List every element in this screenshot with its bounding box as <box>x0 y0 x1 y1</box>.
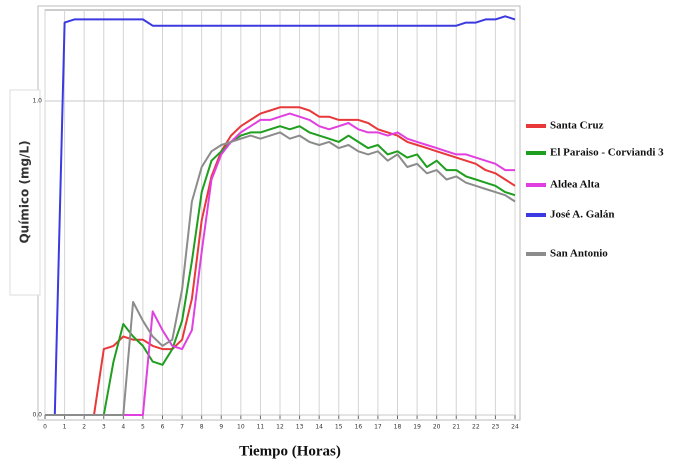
x-tick-label: 23 <box>492 424 500 431</box>
y-tick-label: 1.0 <box>32 98 42 105</box>
y-axis-label: Químico (mg/L) <box>18 140 32 243</box>
x-tick-label: 13 <box>296 424 304 431</box>
x-tick-label: 7 <box>180 424 184 431</box>
x-tick-label: 18 <box>394 424 402 431</box>
x-axis-label: Tiempo (Horas) <box>239 443 341 459</box>
x-tick-label: 21 <box>452 424 460 431</box>
x-tick-label: 1 <box>63 424 67 431</box>
x-tick-label: 9 <box>219 424 223 431</box>
x-tick-label: 6 <box>161 424 165 431</box>
x-tick-label: 0 <box>43 424 47 431</box>
x-tick-label: 11 <box>257 424 265 431</box>
series-line <box>45 131 516 416</box>
x-tick-label: 24 <box>511 424 519 431</box>
ylabel-box <box>9 89 41 296</box>
series-line <box>45 125 516 416</box>
legend-label: Santa Cruz <box>550 120 604 132</box>
series-line <box>45 15 516 416</box>
x-tick-label: 22 <box>472 424 480 431</box>
x-tick-label: 19 <box>413 424 421 431</box>
y-tick-label: 0.0 <box>32 412 42 419</box>
x-tick-label: 4 <box>121 424 125 431</box>
x-tick-label: 10 <box>237 424 245 431</box>
x-tick-label: 15 <box>335 424 343 431</box>
x-tick-label: 3 <box>102 424 106 431</box>
legend-label: El Paraiso - Corviandi 3 <box>550 147 664 159</box>
legend-label: Aldea Alta <box>550 179 600 191</box>
x-tick-label: 16 <box>355 424 363 431</box>
x-tick-label: 8 <box>200 424 204 431</box>
legend-label: José A. Galán <box>550 209 614 221</box>
x-tick-label: 20 <box>433 424 441 431</box>
x-tick-label: 17 <box>374 424 382 431</box>
x-tick-label: 5 <box>141 424 145 431</box>
x-tick-label: 12 <box>276 424 284 431</box>
x-tick-label: 2 <box>82 424 86 431</box>
x-tick-label: 14 <box>315 424 323 431</box>
legend-label: San Antonio <box>550 248 608 260</box>
series-line <box>45 106 516 416</box>
